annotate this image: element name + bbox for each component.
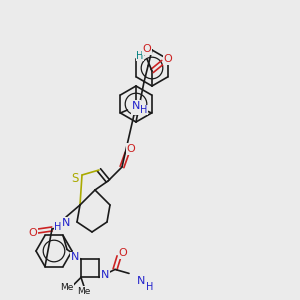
Text: Me: Me — [77, 287, 91, 296]
Text: N: N — [71, 252, 79, 262]
Text: N: N — [137, 276, 145, 286]
Text: F: F — [134, 104, 141, 114]
Text: O: O — [118, 248, 127, 258]
Text: S: S — [71, 172, 79, 184]
Text: O: O — [164, 54, 172, 64]
Text: H: H — [146, 282, 154, 292]
Text: O: O — [127, 144, 135, 154]
Text: H: H — [140, 105, 148, 115]
Text: O: O — [28, 228, 38, 238]
Text: F: F — [131, 104, 138, 114]
Text: O: O — [142, 44, 152, 54]
Text: N: N — [101, 270, 109, 280]
Text: Me: Me — [60, 283, 74, 292]
Text: H: H — [54, 222, 62, 232]
Text: N: N — [132, 101, 140, 111]
Text: N: N — [62, 218, 70, 228]
Text: H: H — [136, 51, 144, 61]
